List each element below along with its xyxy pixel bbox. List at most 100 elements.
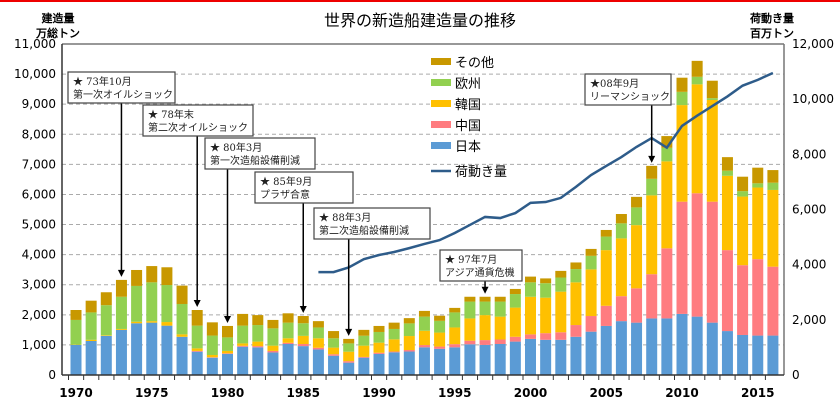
bar-segment-2008 bbox=[646, 166, 657, 179]
bar-segment-1972 bbox=[101, 336, 112, 375]
bar-segment-2003 bbox=[570, 325, 581, 337]
bar-segment-1990 bbox=[374, 343, 385, 353]
bar-segment-1979 bbox=[207, 355, 218, 357]
bar-segment-1982 bbox=[252, 325, 263, 342]
annotation-date: ★ 78年末 bbox=[148, 108, 194, 121]
bar-segment-1971 bbox=[86, 341, 97, 375]
bar-segment-2007 bbox=[631, 225, 642, 288]
bar-segment-1970 bbox=[71, 320, 82, 345]
bar-segment-1990 bbox=[374, 332, 385, 343]
bar-segment-1997 bbox=[480, 315, 491, 340]
bar-segment-1993 bbox=[419, 311, 430, 317]
bar-segment-1994 bbox=[434, 349, 445, 375]
bar-segment-1985 bbox=[298, 346, 309, 375]
bar-segment-1994 bbox=[434, 333, 445, 347]
bar-segment-2012 bbox=[707, 98, 718, 100]
x-tick-label: 2015 bbox=[741, 386, 774, 400]
bar-segment-1986 bbox=[313, 321, 324, 327]
bar-segment-2000 bbox=[525, 339, 536, 375]
bar-segment-2011 bbox=[692, 193, 703, 316]
bar-segment-1982 bbox=[252, 347, 263, 375]
bar-segment-1999 bbox=[510, 337, 521, 342]
bar-segment-2011 bbox=[692, 61, 703, 77]
bar-segment-2016 bbox=[767, 183, 778, 190]
bar-segment-2006 bbox=[616, 296, 627, 321]
bar-segment-2000 bbox=[525, 282, 536, 296]
bar-segment-2004 bbox=[586, 269, 597, 316]
bar-segment-1986 bbox=[313, 327, 324, 338]
annotation-date: ★ 97年7月 bbox=[445, 253, 497, 266]
bar-segment-2003 bbox=[570, 337, 581, 375]
bar-segment-1990 bbox=[374, 354, 385, 375]
left-tick-label: 9,000 bbox=[22, 97, 56, 111]
left-tick-label: 2,000 bbox=[22, 308, 56, 322]
bar-segment-2010 bbox=[677, 202, 688, 314]
bar-segment-1993 bbox=[419, 331, 430, 345]
bar-segment-1977 bbox=[177, 334, 188, 336]
bar-segment-1986 bbox=[313, 338, 324, 347]
arrow-head-icon bbox=[345, 329, 352, 336]
bar-segment-2009 bbox=[661, 161, 672, 248]
annotation-date: ★ 80年3月 bbox=[210, 141, 262, 154]
bar-segment-1999 bbox=[510, 308, 521, 337]
bar-segment-2007 bbox=[631, 288, 642, 322]
bar-segment-1987 bbox=[328, 331, 339, 338]
arrow-head-icon bbox=[482, 287, 489, 294]
bar-segment-1981 bbox=[237, 314, 248, 326]
bar-segment-1972 bbox=[101, 305, 112, 335]
bar-segment-1986 bbox=[313, 349, 324, 375]
left-tick-label: 4,000 bbox=[22, 248, 56, 262]
bar-segment-1970 bbox=[71, 310, 82, 320]
bar-segment-1998 bbox=[495, 317, 506, 340]
bar-segment-1985 bbox=[298, 323, 309, 336]
bar-segment-1996 bbox=[464, 344, 475, 375]
bar-segment-1976 bbox=[161, 267, 172, 285]
bar-segment-1988 bbox=[343, 363, 354, 375]
bar-segment-1979 bbox=[207, 358, 218, 375]
annotation-date: ★ 88年3月 bbox=[319, 211, 371, 224]
bar-segment-2001 bbox=[540, 278, 551, 283]
left-tick-label: 5,000 bbox=[22, 218, 56, 232]
bar-segment-2010 bbox=[677, 78, 688, 92]
bar-segment-1987 bbox=[328, 354, 339, 356]
bar-segment-1983 bbox=[267, 320, 278, 328]
bar-segment-1995 bbox=[449, 344, 460, 347]
bar-segment-2014 bbox=[737, 197, 748, 266]
arrow-head-icon bbox=[300, 306, 307, 313]
bar-segment-2004 bbox=[586, 256, 597, 270]
bar-segment-1984 bbox=[283, 338, 294, 343]
bar-segment-2008 bbox=[646, 318, 657, 375]
arrow-head-icon bbox=[118, 270, 125, 277]
bar-segment-1973 bbox=[116, 330, 127, 375]
right-axis-label-1: 荷動き量 bbox=[749, 11, 794, 25]
bar-segment-1998 bbox=[495, 344, 506, 375]
bar-segment-1992 bbox=[404, 318, 415, 323]
right-tick-label: 10,000 bbox=[792, 92, 834, 106]
bar-segment-2007 bbox=[631, 323, 642, 375]
bar-segment-2003 bbox=[570, 282, 581, 325]
bar-segment-1997 bbox=[480, 302, 491, 316]
bar-segment-2009 bbox=[661, 148, 672, 162]
bar-segment-1992 bbox=[404, 336, 415, 350]
bar-segment-2011 bbox=[692, 77, 703, 85]
bar-segment-1976 bbox=[161, 322, 172, 326]
bar-segment-1978 bbox=[192, 326, 203, 349]
legend-swatch bbox=[431, 58, 451, 65]
x-tick-label: 1975 bbox=[135, 386, 168, 400]
bar-segment-1975 bbox=[146, 323, 157, 375]
annotation-event: 第二次造船設備削減 bbox=[319, 224, 409, 237]
x-tick-label: 1970 bbox=[59, 386, 92, 400]
left-axis-label-1: 建造量 bbox=[42, 11, 75, 25]
bar-segment-2004 bbox=[586, 249, 597, 256]
bar-segment-2013 bbox=[722, 171, 733, 176]
bar-segment-1999 bbox=[510, 342, 521, 375]
bar-segment-2011 bbox=[692, 84, 703, 193]
bar-segment-2001 bbox=[540, 340, 551, 375]
bar-segment-2001 bbox=[540, 298, 551, 334]
bar-segment-1991 bbox=[389, 339, 400, 351]
bar-segment-1984 bbox=[283, 323, 294, 339]
bar-segment-1992 bbox=[404, 323, 415, 336]
bar-segment-2015 bbox=[752, 183, 763, 187]
bar-segment-1999 bbox=[510, 289, 521, 294]
